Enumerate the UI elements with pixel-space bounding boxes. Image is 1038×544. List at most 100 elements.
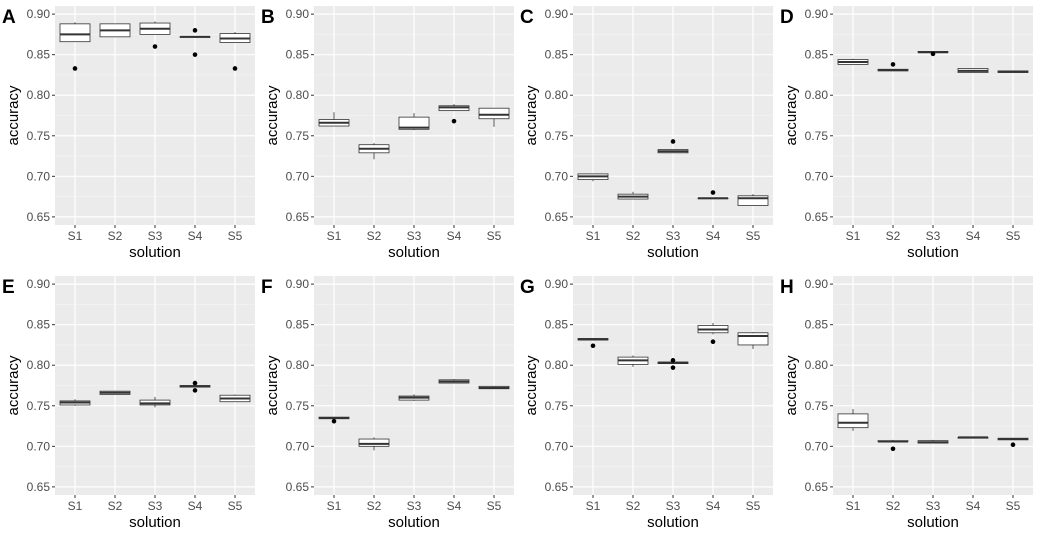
x-tick-label: S4 <box>966 499 981 513</box>
y-tick-label: 0.90 <box>286 277 310 291</box>
x-tick-label: S2 <box>626 499 641 513</box>
y-tick-label: 0.80 <box>286 358 310 372</box>
y-tick-label: 0.90 <box>805 7 829 21</box>
box-s3 <box>657 139 689 154</box>
y-tick-label: 0.85 <box>286 318 310 332</box>
box-s3 <box>139 21 171 49</box>
box-iqr <box>737 332 769 346</box>
y-tick-label: 0.80 <box>805 88 829 102</box>
panel-c: 0.65 0.70 0.75 0.80 0.85 0.90 S1 S2 S3 S4 S5 soluti… <box>520 6 773 261</box>
box-s1 <box>577 173 609 182</box>
panel-e: 0.65 0.70 0.75 0.80 0.85 0.90 S1 S2 S3 S4 S5 soluti… <box>2 276 255 531</box>
y-tick-label: 0.85 <box>27 48 51 62</box>
box-s2 <box>358 437 390 451</box>
box-s2 <box>358 143 390 160</box>
box-s1 <box>59 399 91 406</box>
x-tick-label: S2 <box>367 229 382 243</box>
box-s5 <box>219 31 251 71</box>
x-tick-label: S1 <box>586 499 601 513</box>
y-axis-title: accuracy <box>783 85 800 146</box>
x-tick-label: S4 <box>966 229 981 243</box>
x-tick-label: S2 <box>108 499 123 513</box>
box-s3 <box>398 113 430 131</box>
box-s4 <box>697 323 729 345</box>
y-tick-label: 0.75 <box>545 129 569 143</box>
box-s3 <box>139 396 171 408</box>
y-tick-label: 0.70 <box>286 439 310 453</box>
x-tick-label: S3 <box>148 499 163 513</box>
y-tick-label: 0.65 <box>805 480 829 494</box>
x-tick-label: S5 <box>1006 499 1021 513</box>
x-tick-label: S3 <box>926 499 941 513</box>
y-tick-label: 0.75 <box>286 129 310 143</box>
y-tick-label: 0.80 <box>805 358 829 372</box>
panel-label: E <box>2 277 15 298</box>
box-s5 <box>997 437 1029 448</box>
outlier-point <box>192 380 198 386</box>
y-tick-label: 0.70 <box>545 439 569 453</box>
box-s1 <box>59 22 91 71</box>
x-tick-label: S5 <box>228 229 243 243</box>
y-tick-label: 0.70 <box>545 169 569 183</box>
x-tick-label: S2 <box>626 229 641 243</box>
box-iqr <box>478 107 510 120</box>
y-tick-label: 0.80 <box>545 358 569 372</box>
box-s2 <box>877 439 909 452</box>
outlier-point <box>890 446 896 452</box>
outlier-point <box>72 66 78 71</box>
x-axis-title: solution <box>129 244 181 261</box>
x-tick-label: S3 <box>666 499 681 513</box>
box-s2 <box>617 191 649 200</box>
panel-g: 0.65 0.70 0.75 0.80 0.85 0.90 S1 S2 S3 S4 S5 soluti… <box>520 276 773 531</box>
x-tick-label: S5 <box>487 499 502 513</box>
y-tick-label: 0.80 <box>27 88 51 102</box>
x-tick-label: S1 <box>68 229 83 243</box>
y-tick-label: 0.90 <box>286 7 310 21</box>
y-tick-label: 0.75 <box>805 399 829 413</box>
x-tick-label: S4 <box>706 499 721 513</box>
y-tick-label: 0.85 <box>805 48 829 62</box>
box-s1 <box>837 58 869 65</box>
box-s2 <box>99 23 131 38</box>
x-axis-title: solution <box>388 514 440 531</box>
panel-label: D <box>780 7 794 28</box>
y-tick-label: 0.65 <box>286 480 310 494</box>
box-iqr <box>59 23 91 43</box>
x-tick-label: S5 <box>1006 229 1021 243</box>
outlier-point <box>590 343 596 349</box>
outlier-point <box>232 66 238 71</box>
y-tick-label: 0.85 <box>545 48 569 62</box>
outlier-point <box>152 44 158 49</box>
y-axis-title: accuracy <box>5 355 22 416</box>
x-tick-label: S2 <box>886 229 901 243</box>
x-axis-title: solution <box>647 244 699 261</box>
y-tick-label: 0.90 <box>805 277 829 291</box>
panel-label: G <box>520 277 535 298</box>
x-tick-label: S2 <box>886 499 901 513</box>
box-s4 <box>438 104 470 124</box>
box-s1 <box>318 112 350 127</box>
box-s1 <box>318 416 350 424</box>
y-tick-label: 0.75 <box>805 129 829 143</box>
x-tick-label: S1 <box>846 499 861 513</box>
outlier-point <box>331 418 337 424</box>
panel-label: F <box>261 277 273 298</box>
y-tick-label: 0.65 <box>27 480 51 494</box>
x-tick-label: S4 <box>447 229 462 243</box>
box-s3 <box>917 439 949 444</box>
y-tick-label: 0.70 <box>805 439 829 453</box>
box-s4 <box>697 190 729 200</box>
y-tick-label: 0.80 <box>545 88 569 102</box>
box-iqr <box>837 413 869 429</box>
x-tick-label: S3 <box>148 229 163 243</box>
y-tick-label: 0.65 <box>545 210 569 224</box>
box-s5 <box>737 331 769 349</box>
panel-label: A <box>2 7 16 28</box>
y-tick-label: 0.75 <box>27 129 51 143</box>
x-tick-label: S1 <box>586 229 601 243</box>
x-tick-label: S3 <box>666 229 681 243</box>
y-tick-label: 0.70 <box>286 169 310 183</box>
box-iqr <box>398 116 430 130</box>
x-tick-label: S5 <box>746 499 761 513</box>
